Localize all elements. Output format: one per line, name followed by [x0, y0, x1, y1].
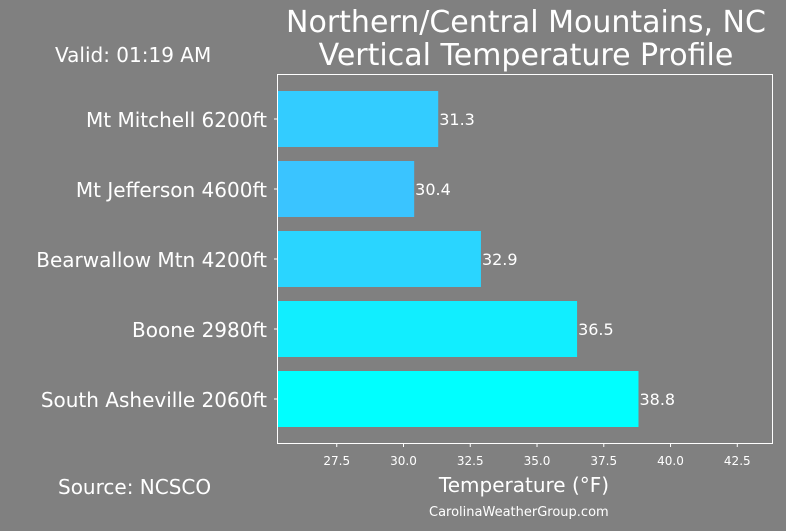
- category-labels-group: Mt Mitchell 6200ft Mt Jefferson 4600ft Bea…: [36, 108, 267, 412]
- bar-1: [278, 161, 415, 217]
- bar-value-label: 30.4: [415, 180, 451, 199]
- x-tick-label: 27.5: [323, 454, 350, 468]
- category-label: Mt Jefferson 4600ft: [76, 178, 267, 202]
- bar-0: [278, 91, 439, 147]
- chart-title-line-1: Northern/Central Mountains, NC: [286, 5, 766, 40]
- category-label: Bearwallow Mtn 4200ft: [36, 248, 267, 272]
- bar-value-label: 36.5: [578, 320, 614, 339]
- category-label: Mt Mitchell 6200ft: [86, 108, 267, 132]
- x-tick-label: 30.0: [390, 454, 417, 468]
- x-axis-ticks-group: 27.5 30.0 32.5 35.0 37.5 40.0 42.5: [274, 118, 751, 468]
- x-tick-label: 32.5: [457, 454, 484, 468]
- bar-value-label: 38.8: [639, 390, 675, 409]
- bars-group: [278, 91, 639, 427]
- bar-4: [278, 371, 639, 427]
- value-labels-group: 31.3 30.4 32.9 36.5 38.8: [415, 110, 675, 409]
- bar-2: [278, 231, 481, 287]
- bar-value-label: 32.9: [482, 250, 518, 269]
- source-label: Source: NCSCO: [58, 475, 212, 499]
- x-tick-label: 37.5: [590, 454, 617, 468]
- plot-area-frame: [277, 74, 773, 444]
- chart-title-line-2: Vertical Temperature Profile: [318, 38, 734, 73]
- x-tick-label: 40.0: [657, 454, 684, 468]
- bar-value-label: 31.3: [439, 110, 475, 129]
- x-tick-label: 42.5: [724, 454, 751, 468]
- bar-3: [278, 301, 578, 357]
- valid-time: Valid: 01:19 AM: [55, 43, 212, 67]
- x-axis-label: Temperature (°F): [438, 473, 609, 497]
- website-credit: CarolinaWeatherGroup.com: [429, 505, 609, 520]
- category-label: South Asheville 2060ft: [41, 388, 267, 412]
- category-label: Boone 2980ft: [132, 318, 267, 342]
- x-tick-label: 35.0: [524, 454, 551, 468]
